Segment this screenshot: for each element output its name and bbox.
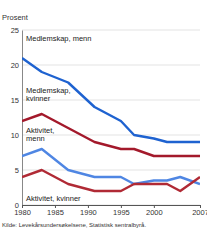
series-line: [22, 58, 200, 142]
lines: [22, 58, 200, 191]
chart: 0510152025198019851990199520002007Medlem…: [0, 0, 207, 231]
series-line: [22, 114, 200, 156]
y-axis-title: Prosent: [2, 13, 29, 22]
x-tick: 1985: [47, 205, 64, 217]
x-tick: 2000: [146, 205, 163, 217]
x-tick: 1995: [113, 205, 130, 217]
x-tick-label: 1980: [14, 208, 31, 217]
series-line: [22, 149, 200, 184]
x-tick-label: 2007: [192, 208, 207, 217]
series-label: Aktivitet, kvinner: [26, 194, 81, 203]
x-tick-label: 1985: [47, 208, 64, 217]
grid: [22, 30, 200, 205]
y-tick-label: 15: [11, 96, 19, 105]
series-label: Medlemskap, menn: [26, 34, 91, 43]
y-tick-label: 20: [11, 61, 19, 70]
y-tick-label: 10: [11, 131, 19, 140]
source: Kilde: Levekårsundersøkelsene, Statistis…: [2, 222, 146, 228]
x-tick-label: 2000: [146, 208, 163, 217]
grid-line: [22, 170, 200, 171]
x-tick: 1990: [80, 205, 97, 217]
x-axis: 1980 1985 1990 1995 2000 2007: [14, 205, 207, 217]
y-tick: 15: [11, 96, 22, 105]
series-label: Aktivitet, menn: [26, 126, 56, 143]
grid-line: [22, 65, 200, 66]
y-tick: 5: [15, 166, 22, 175]
y-tick: 10: [11, 131, 22, 140]
y-axis-line: [22, 31, 23, 206]
y-tick-label: 5: [15, 166, 19, 175]
series-line: [22, 170, 200, 191]
y-tick-label: 25: [11, 26, 19, 35]
y-tick: 25: [11, 26, 22, 35]
series-label: Medlemskap, kvinner: [26, 86, 73, 103]
y-axis: 0510152025: [11, 26, 23, 210]
y-tick: 20: [11, 61, 22, 70]
x-tick-label: 1995: [113, 208, 130, 217]
x-tick: 2007: [192, 205, 207, 217]
grid-line: [22, 30, 200, 31]
x-tick-label: 1990: [80, 208, 97, 217]
x-tick: 1980: [14, 205, 31, 217]
